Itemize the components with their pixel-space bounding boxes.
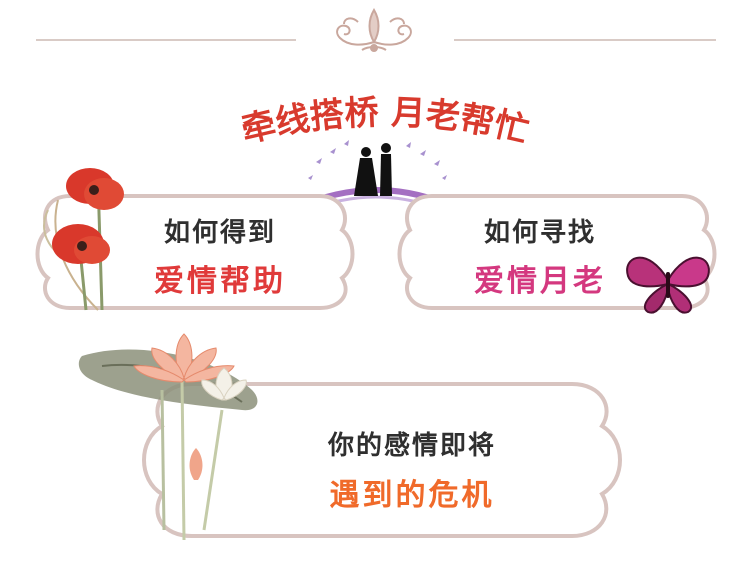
banner-title: 牵线搭桥 月老帮忙 xyxy=(238,93,533,151)
card-crisis-line2[interactable]: 遇到的危机 xyxy=(329,478,495,513)
divider-right xyxy=(454,39,716,41)
card-help-frame xyxy=(35,194,355,310)
butterfly-icon xyxy=(626,256,710,314)
card-matchmaker-line2[interactable]: 爱情月老 xyxy=(474,264,606,299)
flourish-ornament-icon xyxy=(336,8,412,52)
card-help-line1: 如何得到 xyxy=(163,218,276,248)
card-matchmaker-line1: 如何寻找 xyxy=(483,218,596,248)
lotus-flower-icon xyxy=(78,333,258,541)
card-help-line2[interactable]: 爱情帮助 xyxy=(154,264,286,299)
card-crisis-line1: 你的感情即将 xyxy=(327,431,496,461)
poppy-flower-icon xyxy=(43,168,124,311)
divider-left xyxy=(36,39,296,41)
